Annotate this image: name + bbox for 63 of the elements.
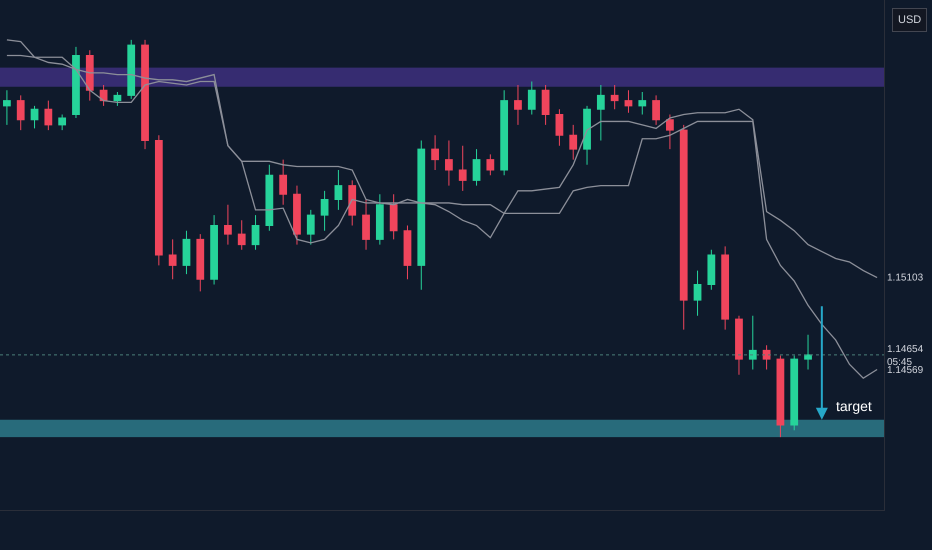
candlestick bbox=[224, 204, 232, 246]
candlestick bbox=[694, 270, 702, 316]
y-tick-label: 1.15103 bbox=[887, 272, 924, 284]
candlestick bbox=[624, 90, 632, 114]
candlestick bbox=[348, 180, 356, 226]
candlestick bbox=[735, 315, 743, 376]
candlestick bbox=[293, 185, 301, 246]
candlestick bbox=[3, 90, 11, 126]
candlestick bbox=[486, 154, 494, 176]
candlestick bbox=[404, 225, 412, 280]
candlestick bbox=[762, 344, 770, 370]
candlestick bbox=[417, 140, 426, 290]
candlestick bbox=[707, 249, 716, 290]
candlestick bbox=[72, 46, 80, 118]
candlestick bbox=[458, 145, 467, 192]
candlestick bbox=[680, 124, 688, 330]
candlestick bbox=[445, 140, 453, 186]
candlestick bbox=[86, 50, 94, 102]
candlestick bbox=[30, 105, 38, 129]
candlestick bbox=[279, 159, 288, 206]
candlestick bbox=[114, 91, 122, 106]
candlestick bbox=[804, 334, 812, 370]
candlestick bbox=[265, 164, 274, 232]
candlestick bbox=[472, 148, 480, 186]
candlestick bbox=[100, 84, 108, 106]
candlestick bbox=[252, 214, 260, 250]
candlestick bbox=[238, 220, 246, 250]
candlestick bbox=[320, 190, 328, 232]
candlestick bbox=[168, 238, 177, 280]
candlestick bbox=[556, 108, 564, 146]
candlestick bbox=[362, 198, 370, 250]
candlestick bbox=[334, 170, 342, 210]
candlestick bbox=[44, 100, 52, 131]
candlestick bbox=[154, 134, 163, 266]
candlestick bbox=[638, 91, 646, 115]
candlestick bbox=[210, 214, 218, 285]
candlestick bbox=[182, 230, 190, 275]
candlestick bbox=[776, 355, 784, 438]
candlestick bbox=[196, 234, 204, 292]
candlestick bbox=[141, 39, 149, 150]
candlestick bbox=[721, 246, 730, 330]
candlestick bbox=[748, 315, 757, 370]
candlestick bbox=[58, 114, 66, 131]
candlestick bbox=[790, 355, 798, 431]
candlestick bbox=[306, 209, 315, 246]
annotation: target bbox=[836, 398, 872, 414]
candlestick bbox=[16, 94, 25, 131]
candlestick bbox=[666, 114, 674, 150]
candlestick bbox=[528, 81, 536, 115]
candlestick bbox=[583, 105, 591, 166]
candlestick bbox=[390, 194, 398, 240]
candlestick bbox=[376, 194, 384, 246]
candlestick bbox=[610, 84, 619, 110]
candlestick bbox=[542, 84, 550, 126]
candlestick bbox=[596, 84, 605, 142]
y-tick-label: 1.14569 bbox=[887, 365, 924, 376]
candlestick bbox=[127, 39, 136, 100]
candlestick bbox=[569, 124, 578, 160]
candlestick bbox=[652, 94, 660, 126]
candlestick bbox=[500, 90, 508, 176]
candlestick bbox=[431, 134, 439, 170]
candlestick bbox=[514, 84, 522, 126]
text: USD bbox=[898, 14, 922, 26]
